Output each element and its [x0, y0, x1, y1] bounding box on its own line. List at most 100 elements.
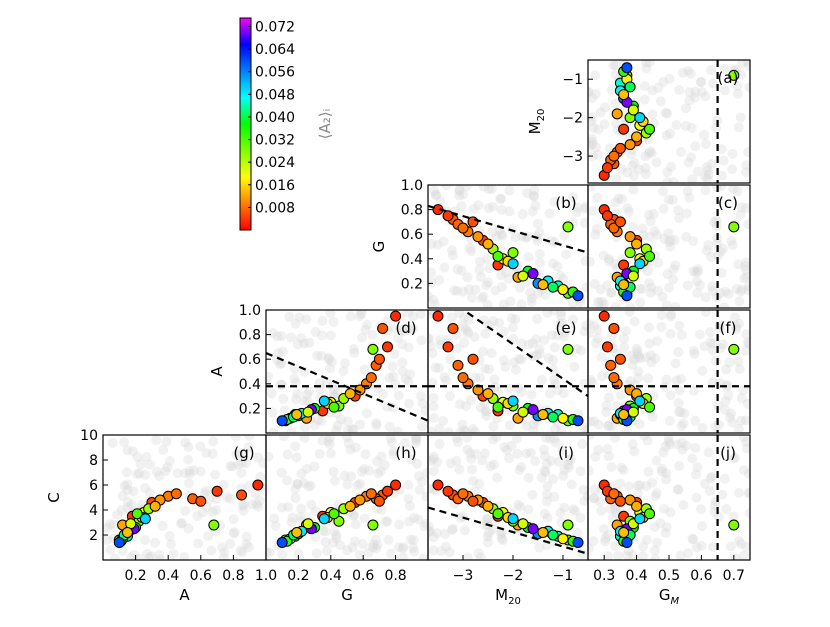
background-point [331, 530, 342, 541]
background-point [129, 549, 140, 560]
background-point [593, 444, 604, 455]
background-point [514, 464, 525, 475]
background-point [736, 538, 747, 549]
background-point [254, 495, 265, 506]
background-point [588, 377, 598, 388]
background-point [229, 527, 240, 538]
background-point [176, 518, 187, 529]
background-point [311, 548, 322, 559]
background-point [387, 361, 398, 372]
background-point [725, 408, 736, 419]
background-point [683, 157, 694, 168]
background-point [225, 461, 236, 472]
background-point [700, 292, 711, 303]
background-point [475, 372, 486, 383]
scatter-point [547, 281, 559, 293]
background-point [616, 462, 627, 473]
background-point [435, 195, 446, 206]
background-point [642, 435, 653, 446]
background-point [544, 435, 555, 444]
background-point [348, 510, 359, 521]
background-point [608, 60, 619, 71]
background-point [727, 417, 738, 428]
background-point [331, 533, 342, 544]
background-point [350, 519, 361, 530]
scatter-point [572, 415, 584, 427]
panel-label: (g) [233, 444, 254, 462]
background-point [739, 550, 750, 560]
background-point [188, 465, 199, 476]
background-point [741, 203, 750, 214]
background-point [484, 320, 495, 331]
background-point [443, 427, 454, 433]
background-point [447, 525, 458, 536]
background-point [428, 333, 434, 344]
background-point [126, 552, 136, 560]
background-point [616, 163, 627, 174]
background-point [598, 250, 609, 261]
background-point [399, 438, 410, 449]
y-tick-label: 0.2 [401, 276, 423, 292]
background-point [441, 375, 451, 386]
scatter-point [621, 290, 633, 302]
background-point [428, 526, 435, 537]
panel-a: (a) −1 −2 −3 M20 [526, 59, 751, 184]
background-point [539, 335, 550, 346]
background-point [368, 539, 379, 550]
background-point [354, 549, 365, 560]
background-point [432, 239, 443, 250]
background-point [744, 82, 750, 93]
background-point [481, 406, 492, 417]
background-point [541, 458, 552, 469]
background-point [679, 408, 690, 419]
background-point [451, 455, 462, 466]
background-point [552, 261, 563, 272]
background-point [510, 364, 521, 375]
background-point [323, 354, 334, 365]
background-point [632, 480, 643, 491]
background-point [549, 491, 560, 502]
background-point [702, 165, 713, 176]
background-point [707, 345, 718, 356]
background-point [289, 373, 300, 384]
background-point [676, 146, 687, 157]
background-point [673, 205, 684, 216]
background-point [641, 534, 652, 545]
background-point [475, 402, 486, 413]
background-point [602, 280, 613, 291]
background-point [588, 536, 599, 547]
background-point [697, 423, 708, 433]
background-point [487, 227, 498, 238]
scatter-point [624, 231, 636, 243]
background-point [397, 552, 408, 560]
background-point [536, 374, 547, 385]
background-point [356, 310, 367, 317]
background-point [347, 424, 358, 433]
background-point [516, 299, 527, 308]
background-point [504, 185, 515, 196]
background-point [482, 513, 493, 524]
background-point [588, 465, 594, 476]
background-point [741, 257, 750, 268]
background-point [669, 235, 680, 246]
background-point [386, 548, 397, 559]
background-point [663, 282, 674, 293]
background-point [404, 516, 415, 527]
background-point [210, 469, 221, 480]
background-point [561, 249, 572, 260]
background-point [454, 464, 465, 475]
background-point [328, 537, 339, 548]
background-point [610, 540, 621, 551]
scatter-point [276, 537, 288, 548]
background-point [352, 480, 363, 491]
background-point [707, 541, 718, 552]
background-point [417, 398, 428, 409]
background-point [660, 107, 671, 118]
background-point [588, 205, 598, 216]
y-tick-label: 6 [89, 478, 98, 494]
background-point [428, 348, 438, 359]
background-point [624, 206, 635, 217]
background-point [317, 315, 328, 326]
background-point [135, 459, 146, 470]
background-point [606, 84, 617, 95]
